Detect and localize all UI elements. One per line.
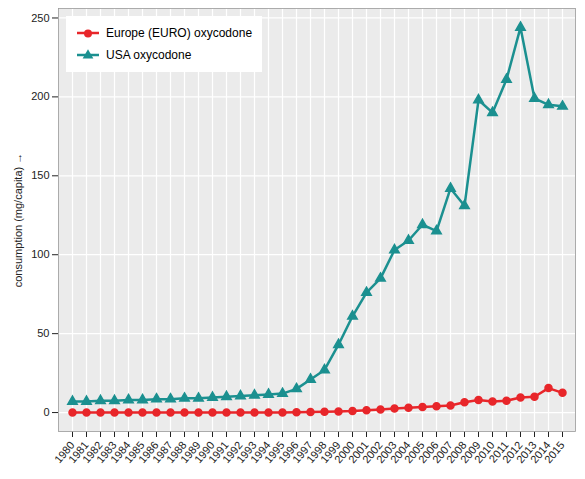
svg-text:2012: 2012 <box>499 438 525 466</box>
svg-text:1993: 1993 <box>233 438 259 466</box>
svg-text:2007: 2007 <box>429 438 455 466</box>
html-text:USA oxycodone: USA oxycodone <box>106 48 192 62</box>
svg-text:2005: 2005 <box>401 438 427 466</box>
svg-text:1989: 1989 <box>177 438 203 466</box>
svg-text:1995: 1995 <box>261 438 287 466</box>
svg-text:200: 200 <box>31 90 49 102</box>
svg-text:2003: 2003 <box>373 438 399 466</box>
svg-text:2010: 2010 <box>471 438 497 466</box>
svg-text:consumption (mg/capita) →: consumption (mg/capita) → <box>12 153 24 288</box>
svg-text:1992: 1992 <box>219 438 245 466</box>
svg-text:2006: 2006 <box>415 438 441 466</box>
svg-text:1997: 1997 <box>289 438 315 466</box>
svg-text:1983: 1983 <box>93 438 119 466</box>
svg-text:1984: 1984 <box>107 438 133 466</box>
svg-text:2009: 2009 <box>457 438 483 466</box>
svg-text:2013: 2013 <box>513 438 539 466</box>
svg-text:2002: 2002 <box>359 438 385 466</box>
svg-text:0: 0 <box>43 406 49 418</box>
svg-text:1990: 1990 <box>191 438 217 466</box>
svg-text:2011: 2011 <box>486 438 511 465</box>
svg-text:50: 50 <box>37 327 49 339</box>
svg-text:2014: 2014 <box>527 438 553 466</box>
svg-text:1998: 1998 <box>303 438 329 466</box>
svg-text:1982: 1982 <box>79 438 105 466</box>
svg-text:250: 250 <box>31 11 49 23</box>
svg-text:1986: 1986 <box>135 438 161 466</box>
html-text:Europe (EURO) oxycodone: Europe (EURO) oxycodone <box>106 26 253 40</box>
svg-text:2000: 2000 <box>331 438 357 466</box>
svg-text:1981: 1981 <box>65 438 91 466</box>
svg-text:1996: 1996 <box>275 438 301 466</box>
svg-text:2001: 2001 <box>345 438 371 466</box>
svg-text:1988: 1988 <box>163 438 189 466</box>
svg-text:2008: 2008 <box>443 438 469 466</box>
svg-text:1994: 1994 <box>247 438 273 466</box>
svg-text:1987: 1987 <box>149 438 175 466</box>
svg-text:2015: 2015 <box>542 439 567 465</box>
svg-text:1980: 1980 <box>51 438 77 466</box>
svg-text:100: 100 <box>31 248 49 260</box>
svg-text:1999: 1999 <box>317 438 343 466</box>
svg-text:1985: 1985 <box>121 438 147 466</box>
svg-text:2004: 2004 <box>387 438 413 466</box>
svg-text:1991: 1991 <box>205 438 231 466</box>
svg-text:150: 150 <box>31 169 49 181</box>
